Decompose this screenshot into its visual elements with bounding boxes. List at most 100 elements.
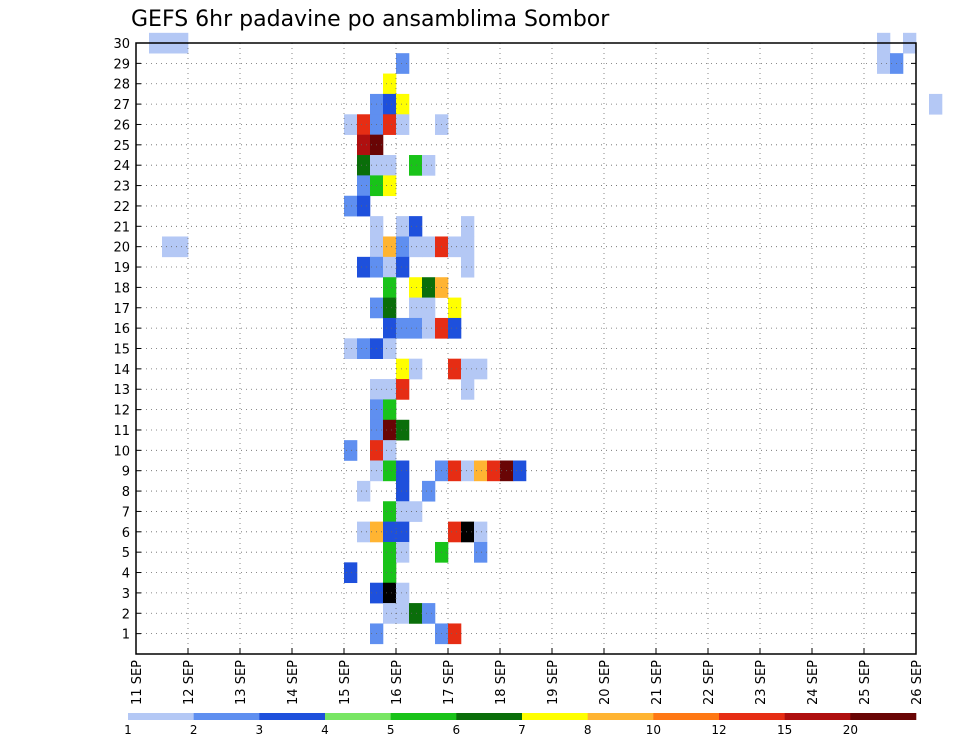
precip-cell bbox=[409, 216, 423, 237]
precip-cell bbox=[422, 317, 436, 339]
precip-cell bbox=[383, 501, 397, 522]
precip-cell bbox=[344, 440, 358, 461]
precip-cell bbox=[448, 460, 462, 482]
x-tick-label: 23 SEP bbox=[754, 660, 769, 705]
precip-cell bbox=[383, 582, 397, 604]
legend-swatch bbox=[325, 713, 391, 720]
legend-swatch bbox=[719, 713, 785, 720]
precip-cell bbox=[383, 297, 397, 319]
precip-cell bbox=[461, 379, 475, 400]
precip-cell bbox=[396, 236, 410, 258]
precip-cell bbox=[409, 277, 423, 298]
legend-label: 5 bbox=[387, 723, 395, 737]
precip-cell bbox=[409, 297, 436, 319]
precip-cell bbox=[929, 93, 943, 115]
x-tick-label: 16 SEP bbox=[390, 660, 405, 705]
precip-cell bbox=[474, 521, 488, 543]
precip-cell bbox=[344, 338, 358, 359]
x-tick-label: 15 SEP bbox=[338, 660, 353, 705]
x-tick-label: 19 SEP bbox=[546, 660, 561, 705]
x-tick-label: 12 SEP bbox=[182, 660, 197, 705]
precip-cell bbox=[383, 399, 397, 421]
precip-cell bbox=[448, 521, 462, 543]
precip-cell bbox=[409, 358, 423, 380]
precip-cell bbox=[383, 419, 397, 441]
precip-cell bbox=[383, 175, 397, 197]
x-tick-label: 20 SEP bbox=[598, 660, 613, 705]
precip-cell bbox=[422, 277, 436, 298]
legend-label: 6 bbox=[453, 723, 461, 737]
x-axis: 11 SEP 12 SEP 13 SEP 14 SEP 15 SEP 16 SEP 17 S… bbox=[130, 648, 925, 705]
y-tick-label: 2 bbox=[122, 607, 130, 622]
legend-swatch bbox=[784, 713, 851, 720]
x-tick-label: 11 SEP bbox=[130, 660, 145, 705]
legend-label: 3 bbox=[256, 723, 264, 737]
y-tick-label: 20 bbox=[113, 241, 130, 256]
y-tick-label: 12 bbox=[113, 404, 130, 419]
legend-label: 10 bbox=[646, 723, 661, 737]
y-tick-label: 25 bbox=[113, 139, 130, 154]
precip-cell bbox=[383, 256, 397, 278]
precip-cell bbox=[487, 460, 501, 482]
x-tick-label: 14 SEP bbox=[286, 660, 301, 705]
precip-cell bbox=[357, 114, 371, 135]
legend-swatch bbox=[259, 713, 326, 720]
y-tick-label: 3 bbox=[122, 587, 130, 602]
precip-cell bbox=[461, 521, 475, 543]
precip-cell bbox=[877, 53, 891, 74]
precip-cell bbox=[448, 358, 462, 380]
precip-cell bbox=[461, 236, 475, 258]
precip-cell bbox=[383, 277, 397, 298]
legend-swatch bbox=[653, 713, 720, 720]
y-tick-label: 19 bbox=[113, 261, 130, 276]
y-tick-label: 30 bbox=[113, 37, 130, 52]
precip-cell bbox=[370, 379, 397, 400]
legend-label: 12 bbox=[711, 723, 726, 737]
x-tick-label: 13 SEP bbox=[234, 660, 249, 705]
precip-cell bbox=[448, 623, 462, 645]
precip-cell bbox=[474, 541, 488, 563]
y-tick-label: 8 bbox=[122, 485, 130, 500]
precip-cell bbox=[461, 358, 488, 380]
precip-cell bbox=[422, 155, 436, 176]
precip-cell bbox=[357, 134, 371, 156]
precip-cell bbox=[357, 195, 371, 217]
y-tick-label: 4 bbox=[122, 567, 130, 582]
legend-swatch bbox=[587, 713, 654, 720]
precip-cell bbox=[383, 93, 397, 115]
precip-cell bbox=[357, 175, 371, 197]
precip-cell bbox=[357, 480, 371, 502]
y-tick-label: 29 bbox=[113, 57, 130, 72]
precip-cell bbox=[409, 603, 423, 624]
precip-cell bbox=[383, 236, 397, 258]
legend-label: 15 bbox=[777, 723, 792, 737]
y-tick-label: 23 bbox=[113, 180, 130, 195]
precip-cell bbox=[396, 379, 410, 400]
precip-cell bbox=[383, 114, 397, 135]
precip-cell bbox=[396, 501, 423, 522]
heatmap-cells bbox=[149, 32, 943, 645]
y-tick-label: 6 bbox=[122, 526, 130, 541]
precip-cell bbox=[461, 460, 475, 482]
legend-label: 20 bbox=[843, 723, 858, 737]
legend-swatch bbox=[390, 713, 457, 720]
precip-cell bbox=[396, 582, 410, 604]
precip-cell bbox=[448, 297, 462, 319]
y-tick-label: 15 bbox=[113, 343, 130, 358]
y-tick-label: 21 bbox=[113, 220, 130, 235]
precip-cell bbox=[396, 460, 410, 482]
color-legend: 1 2 3 4 5 6 7 8 10 12 15 20 bbox=[124, 713, 917, 737]
x-tick-label: 24 SEP bbox=[806, 660, 821, 705]
precip-cell bbox=[513, 460, 527, 482]
y-tick-label: 10 bbox=[113, 444, 130, 459]
legend-swatch bbox=[456, 713, 523, 720]
y-tick-label: 24 bbox=[113, 159, 130, 174]
precip-cell bbox=[162, 236, 189, 258]
precip-cell bbox=[357, 256, 371, 278]
precip-cell bbox=[396, 114, 410, 135]
precip-cell bbox=[370, 155, 397, 176]
legend-swatch bbox=[193, 713, 260, 720]
x-tick-label: 25 SEP bbox=[858, 660, 873, 705]
precip-cell bbox=[396, 93, 410, 115]
